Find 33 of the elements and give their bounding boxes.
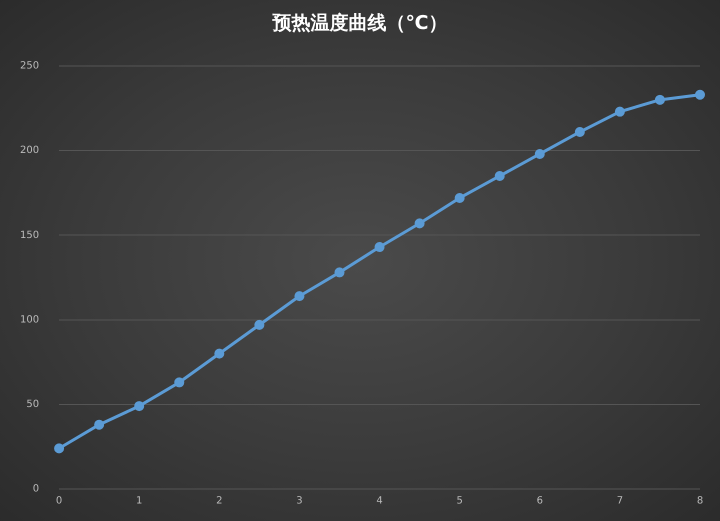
y-tick-label: 100 <box>20 314 40 326</box>
x-tick-label: 3 <box>296 496 303 507</box>
x-tick-label: 1 <box>136 496 142 507</box>
point <box>574 126 585 137</box>
x-tick-label: 7 <box>616 496 624 507</box>
point <box>695 90 705 100</box>
point <box>494 170 505 181</box>
x-tick-label: 8 <box>696 496 704 507</box>
point <box>174 377 184 388</box>
point <box>614 106 625 117</box>
point <box>374 242 385 252</box>
y-tick-label: 200 <box>20 145 40 156</box>
x-tick-label: 4 <box>376 496 383 507</box>
point <box>534 148 545 159</box>
point <box>454 192 465 203</box>
point <box>294 291 304 302</box>
y-tick-label: 50 <box>26 398 40 410</box>
x-tick-label: 2 <box>216 496 223 507</box>
point <box>54 443 64 454</box>
point <box>254 320 264 330</box>
x-tick-label: 0 <box>56 496 62 507</box>
y-tick-label: 250 <box>20 60 40 72</box>
point <box>334 267 344 278</box>
chart-title: 预热温度曲线（℃） <box>271 11 448 36</box>
point <box>654 94 665 105</box>
x-tick-label: 6 <box>536 496 543 507</box>
point <box>214 348 224 359</box>
point <box>94 420 104 430</box>
x-tick-label: 5 <box>456 496 463 507</box>
point <box>134 401 144 412</box>
y-tick-label: 150 <box>20 230 40 241</box>
point <box>414 218 425 228</box>
y-tick-label: 0 <box>32 484 40 495</box>
